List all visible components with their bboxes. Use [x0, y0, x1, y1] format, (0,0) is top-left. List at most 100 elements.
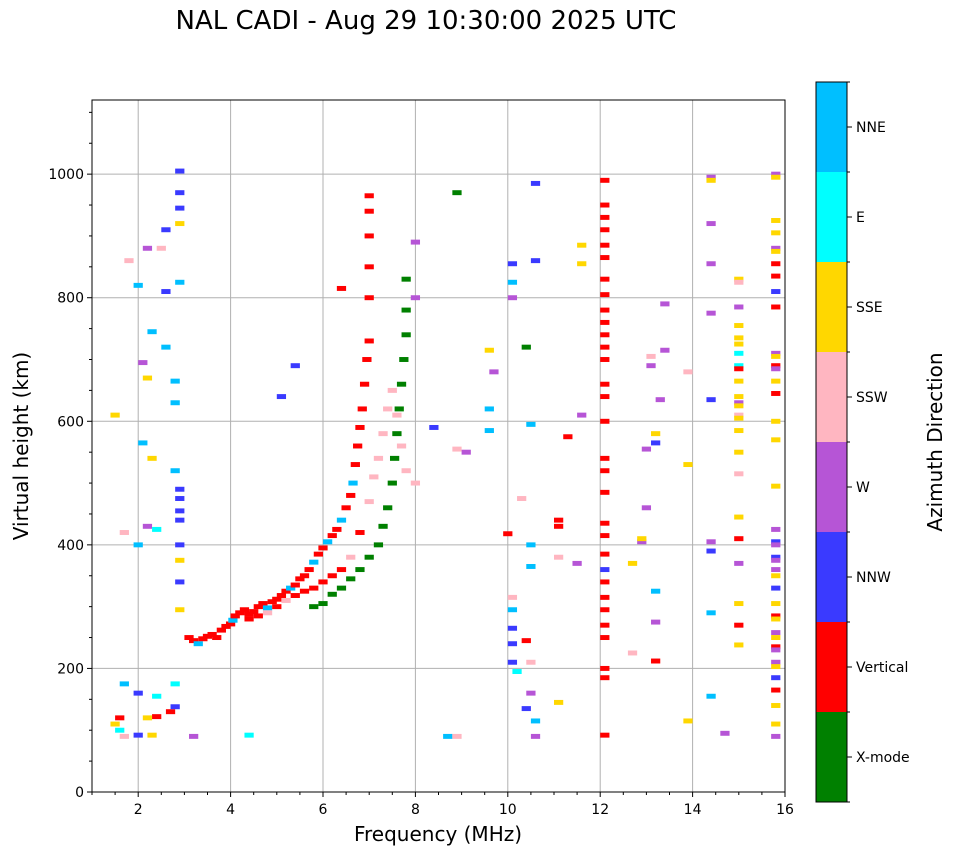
echo-point-sse: [651, 431, 661, 437]
echo-point-w: [771, 526, 781, 532]
echo-point-nnw: [175, 508, 185, 514]
echo-point-vertical: [734, 536, 744, 542]
echo-point-vertical: [357, 406, 367, 412]
echo-point-x-mode: [396, 381, 407, 387]
echo-point-w: [771, 245, 781, 251]
echo-point-vertical: [771, 391, 781, 396]
echo-point-nne: [170, 400, 180, 406]
colorbar-swatch-ssw: [816, 352, 847, 442]
echo-point-sse: [706, 177, 716, 183]
echo-point-nnw: [771, 289, 781, 295]
echo-point-nne: [651, 588, 661, 594]
echo-point-nnw: [175, 496, 185, 501]
echo-point-w: [771, 733, 781, 739]
echo-point-nne: [119, 681, 129, 687]
echo-point-sse: [175, 557, 185, 563]
echo-point-ssw: [262, 610, 273, 616]
colorbar-tick-label: W: [856, 480, 870, 496]
echo-point-nne: [706, 693, 716, 699]
echo-point-nnw: [429, 424, 439, 430]
echo-point-x-mode: [399, 357, 409, 362]
echo-point-e: [152, 693, 162, 699]
echo-point-sse: [734, 415, 744, 421]
echo-point-vertical: [253, 613, 263, 619]
echo-point-vertical: [253, 604, 263, 610]
echo-point-ssw: [119, 530, 129, 535]
echo-point-nnw: [175, 517, 185, 523]
echo-point-w: [720, 730, 730, 736]
echo-point-nne: [526, 421, 536, 427]
echo-point-nnw: [161, 227, 171, 233]
echo-point-x-mode: [383, 505, 393, 511]
echo-point-sse: [734, 403, 744, 409]
x-tick-label: 10: [499, 802, 517, 818]
x-tick-label: 8: [411, 802, 420, 818]
echo-point-vertical: [600, 607, 610, 613]
echo-point-vertical: [353, 443, 363, 449]
echo-point-vertical: [290, 582, 300, 588]
echo-point-sse: [577, 261, 587, 267]
echo-point-sse: [734, 341, 744, 347]
echo-point-nnw: [530, 258, 541, 264]
echo-point-vertical: [771, 363, 781, 369]
colorbar-tick-label: Vertical: [856, 660, 908, 676]
echo-point-vertical: [600, 489, 610, 495]
echo-point-sse: [110, 412, 120, 418]
echo-point-vertical: [600, 332, 610, 338]
colorbar-frame: [815, 81, 848, 803]
echo-point-ssw: [119, 733, 129, 739]
echo-point-nnw: [276, 394, 287, 400]
echo-point-sse: [771, 483, 781, 489]
echo-point-sse: [142, 715, 153, 721]
echo-point-sse: [734, 428, 744, 434]
echo-point-vertical: [272, 604, 282, 610]
echo-point-vertical: [304, 567, 314, 573]
echo-point-w: [410, 295, 421, 301]
echo-point-nnw: [706, 397, 716, 403]
echo-point-vertical: [318, 545, 328, 551]
echo-point-x-mode: [336, 585, 347, 591]
echo-point-sse: [771, 601, 781, 607]
echo-point-sse: [734, 394, 744, 400]
y-tick-label: 0: [75, 785, 84, 801]
colorbar-label: Azimuth Direction: [923, 352, 947, 531]
echo-point-vertical: [235, 610, 245, 616]
grid-lines: [92, 100, 785, 792]
echo-point-nnw: [290, 363, 300, 369]
echo-point-w: [577, 412, 587, 418]
echo-point-ssw: [554, 554, 564, 560]
y-tick-label: 400: [57, 538, 84, 554]
echo-point-nnw: [170, 704, 180, 710]
echo-point-vertical: [189, 638, 199, 644]
echo-point-nne: [170, 468, 180, 474]
echo-point-x-mode: [401, 276, 411, 282]
echo-point-vertical: [600, 732, 610, 738]
echo-point-ssw: [452, 733, 462, 739]
echo-point-ssw: [452, 446, 462, 452]
echo-point-x-mode: [378, 523, 388, 529]
echo-point-nnw: [706, 548, 716, 554]
echo-point-vertical: [600, 468, 610, 474]
echo-point-sse: [771, 573, 781, 579]
colorbar-tick-label: SSE: [856, 300, 883, 316]
echo-point-nne: [526, 564, 536, 569]
echo-point-vertical: [600, 520, 610, 526]
echo-point-vertical: [350, 462, 360, 468]
echo-point-w: [771, 542, 781, 548]
echo-point-vertical: [327, 573, 337, 579]
echo-point-vertical: [600, 319, 610, 325]
echo-point-vertical: [600, 202, 610, 208]
echo-point-nne: [336, 517, 347, 523]
echo-point-vertical: [554, 523, 564, 529]
x-axis-ticks: 2 4 6 8 10 12 14 16: [91, 792, 794, 818]
colorbar-tick-label: E: [856, 210, 865, 226]
echo-point-ssw: [378, 431, 388, 437]
y-tick-label: 200: [57, 661, 84, 677]
echo-point-vertical: [336, 285, 347, 291]
x-tick-label: 12: [591, 802, 609, 818]
echo-point-vertical: [299, 588, 310, 594]
echo-point-vertical: [521, 638, 531, 644]
x-tick-label: 6: [319, 802, 328, 818]
echo-point-vertical: [734, 622, 744, 628]
echo-point-ssw: [124, 258, 134, 264]
